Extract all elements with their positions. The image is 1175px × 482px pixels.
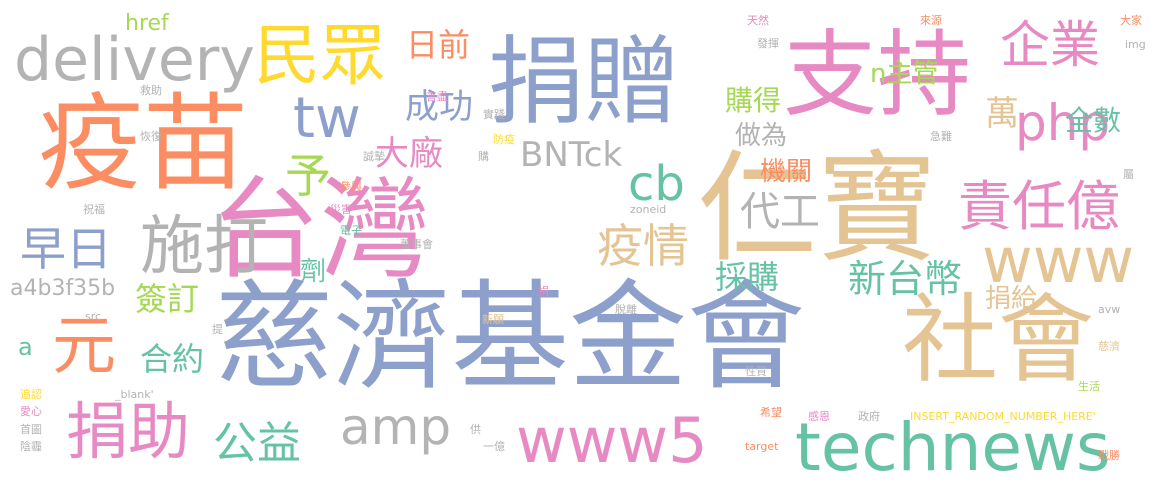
cloud-word: a [18, 333, 33, 361]
cloud-word: php [1015, 94, 1110, 152]
cloud-word: 大廠 [375, 134, 443, 174]
cloud-word: cb [628, 156, 685, 212]
cloud-word: tw [293, 86, 361, 151]
cloud-word: 希望 [760, 405, 782, 419]
cloud-word: 災害 [330, 202, 352, 216]
cloud-word: technews [795, 409, 1110, 482]
cloud-word: 代工 [740, 189, 820, 235]
cloud-word: 慈濟基金會 [215, 268, 805, 406]
cloud-word: 追認 [20, 387, 42, 401]
cloud-word: INSERT_RANDOM_NUMBER_HERE' [910, 410, 1096, 423]
cloud-word: delivery [14, 25, 255, 95]
cloud-word: 疫苗 [38, 83, 248, 205]
cloud-word: 誠摯 [363, 149, 385, 163]
cloud-word: avw [1098, 303, 1120, 316]
cloud-word: 早日 [20, 222, 112, 276]
cloud-word: 機關 [760, 157, 812, 187]
cloud-word: 善盡 [426, 89, 448, 103]
cloud-word: 發揮 [757, 36, 779, 50]
cloud-word: 台灣 [210, 166, 430, 294]
cloud-word: 大家 [1120, 13, 1142, 27]
cloud-word: 疫情 [597, 219, 689, 273]
cloud-word: 全數 [1065, 104, 1121, 137]
cloud-word: 電子 [340, 224, 362, 237]
cloud-word: 仁寶 [697, 140, 937, 279]
cloud-word: 慈濟 [1098, 339, 1120, 353]
cloud-word: 日前 [406, 26, 470, 64]
cloud-word: 一億 [483, 440, 505, 453]
cloud-word: 新願 [482, 312, 504, 326]
cloud-word: 捐 [538, 284, 549, 298]
cloud-word: 成功 [405, 87, 473, 127]
cloud-word: 生活 [1078, 379, 1100, 393]
cloud-word: 救助 [140, 83, 162, 97]
cloud-word: 簽訂 [135, 280, 199, 318]
cloud-word: 祝福 [83, 202, 105, 216]
cloud-word: img [1125, 38, 1146, 51]
cloud-word: 性質 [745, 364, 767, 378]
cloud-word: 屬 [1123, 168, 1134, 181]
cloud-word: n主管 [870, 59, 938, 89]
cloud-word: 予 [285, 149, 331, 203]
cloud-word: 實踐 [483, 107, 505, 121]
cloud-word: 提 [212, 323, 223, 336]
cloud-word: 防疫 [493, 132, 515, 146]
cloud-word: 供 [470, 422, 481, 436]
cloud-word: 天然 [747, 13, 769, 27]
cloud-word: 董事會 [400, 237, 433, 251]
cloud-word: 採購 [715, 258, 779, 296]
cloud-word: 民眾 [254, 17, 386, 94]
cloud-word: 首圖 [20, 422, 42, 436]
cloud-word: 購 [478, 149, 489, 163]
cloud-word: 捐給 [985, 284, 1037, 314]
cloud-word: 戰勝 [1098, 448, 1120, 462]
cloud-word: 萬 [985, 94, 1019, 134]
cloud-word: 元 [52, 310, 116, 384]
cloud-word: BNTck [520, 135, 622, 175]
cloud-word: 企業 [1000, 16, 1100, 74]
cloud-word: 來源 [920, 13, 942, 27]
cloud-word: 公益 [213, 418, 301, 469]
cloud-word: 感恩 [808, 410, 830, 423]
cloud-word: 陰霾 [20, 439, 42, 453]
cloud-word: 施打 [140, 210, 268, 284]
cloud-word: 政府 [858, 409, 880, 423]
cloud-word: 恢復 [140, 130, 162, 143]
cloud-word: www5 [516, 404, 708, 477]
cloud-word: www [982, 224, 1134, 297]
cloud-word: 劑 [300, 257, 326, 287]
cloud-word: 新台幣 [848, 257, 962, 301]
cloud-word: 捐助 [66, 395, 190, 468]
cloud-word: target [745, 440, 779, 453]
cloud-word: 捐贈 [488, 26, 680, 138]
cloud-word: 責任億 [958, 175, 1120, 238]
cloud-word: 合約 [140, 340, 204, 378]
cloud-word: _blank' [114, 388, 154, 401]
cloud-word: 支持 [783, 21, 971, 130]
cloud-word: amp [340, 398, 451, 456]
cloud-word: 社會 [902, 284, 1094, 396]
cloud-word: 急難 [930, 129, 952, 143]
cloud-word: 愛心 [20, 405, 42, 418]
cloud-word: 脫離 [615, 302, 637, 316]
cloud-word: a4b3f35b [10, 276, 115, 301]
cloud-word: href [125, 11, 170, 36]
cloud-word: 參與 [340, 179, 362, 193]
cloud-word: zoneid [630, 203, 666, 216]
cloud-word: src [85, 310, 101, 323]
cloud-word: 購得 [725, 84, 781, 117]
cloud-word: 做為 [735, 121, 787, 151]
